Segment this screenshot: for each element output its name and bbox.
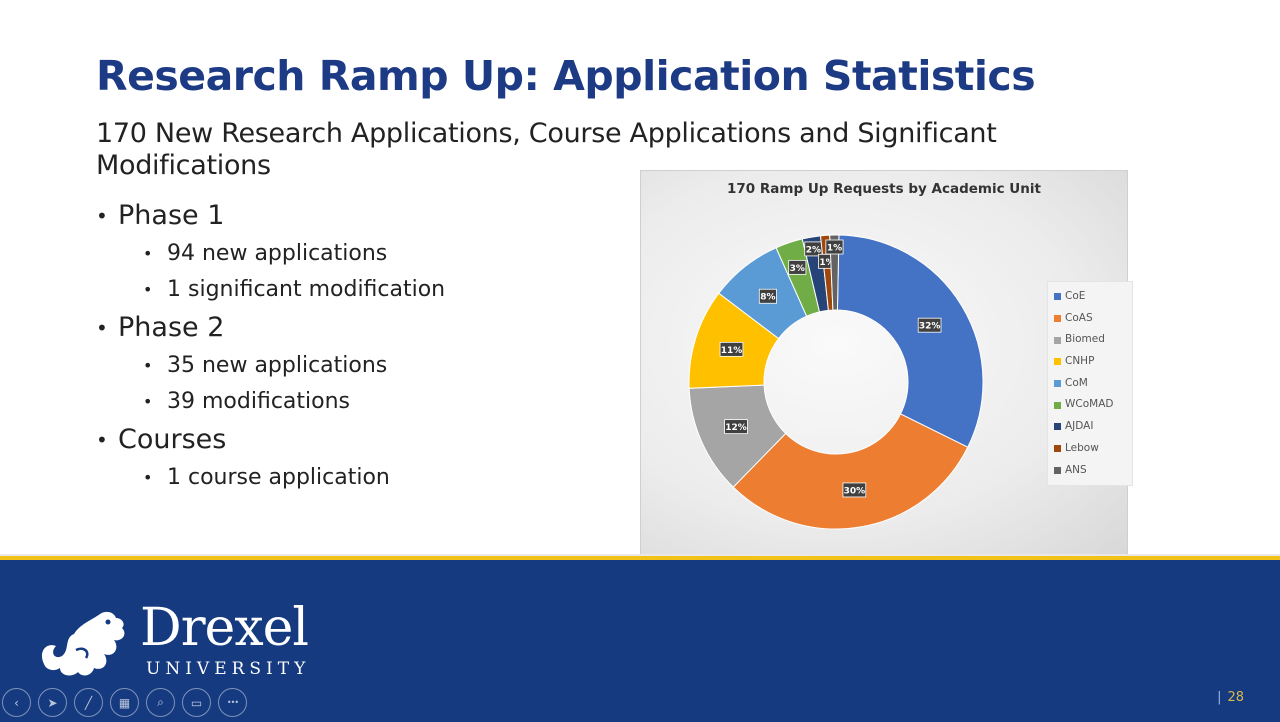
arrow-left-icon: ‹ xyxy=(14,695,19,710)
legend-item-ans: ANS xyxy=(1054,460,1128,482)
slice-coas xyxy=(732,413,969,530)
slide-subtitle: 170 New Research Applications, Course Ap… xyxy=(96,118,997,181)
slice-coe xyxy=(836,234,984,448)
data-label: 32% xyxy=(917,317,942,333)
page-number: | 28 xyxy=(1217,690,1244,705)
svg-text:1%: 1% xyxy=(827,244,842,254)
bullet-phase-2: Phase 2 xyxy=(96,308,445,348)
legend-item-lebow: Lebow xyxy=(1054,438,1128,460)
legend-label: ANS xyxy=(1065,463,1087,476)
legend-label: CoAS xyxy=(1065,311,1093,324)
data-label: 1% xyxy=(825,239,844,255)
ellipsis-icon: ••• xyxy=(226,698,239,707)
sub-bullet: 94 new applications xyxy=(96,236,445,272)
svg-text:30%: 30% xyxy=(844,486,866,496)
footer-bar: Drexel UNIVERSITY ‹ ➤ ╱ ▦ ⌕ ▭ ••• | 28 xyxy=(0,554,1280,722)
presenter-toolbar: ‹ ➤ ╱ ▦ ⌕ ▭ ••• xyxy=(2,688,247,717)
bullet-list: Phase 1 94 new applications 1 significan… xyxy=(96,196,445,496)
legend-item-ajdai: AJDAI xyxy=(1054,416,1128,438)
chart-title: 170 Ramp Up Requests by Academic Unit xyxy=(727,181,1041,197)
legend-swatch xyxy=(1054,380,1061,388)
svg-text:1%: 1% xyxy=(819,258,834,268)
page-separator: | xyxy=(1217,690,1222,705)
sub-bullet: 1 significant modification xyxy=(96,272,445,308)
magnifier-icon: ⌕ xyxy=(157,695,164,709)
legend-item-wcomad: WCoMAD xyxy=(1054,394,1128,416)
legend-item-coas: CoAS xyxy=(1054,308,1128,330)
data-label: 2% xyxy=(804,241,823,257)
legend-item-com: CoM xyxy=(1054,373,1128,395)
data-label: 30% xyxy=(842,482,867,498)
slides-grid-icon: ▦ xyxy=(118,695,131,710)
legend-label: Lebow xyxy=(1065,441,1099,454)
doughnut-plot: 32% 30% 12% 11% 8% 3%2% 1% 1% xyxy=(688,234,984,530)
drexel-logo: Drexel UNIVERSITY xyxy=(36,598,326,682)
data-label: 12% xyxy=(724,419,748,435)
pen-button[interactable]: ╱ xyxy=(74,688,103,717)
subtitles-button[interactable]: ▭ xyxy=(182,688,211,717)
doughnut-chart: 170 Ramp Up Requests by Academic Unit 32… xyxy=(640,170,1133,555)
legend-swatch xyxy=(1054,423,1061,431)
logo-wordmark: Drexel xyxy=(140,598,309,658)
svg-text:12%: 12% xyxy=(725,423,747,433)
legend-label: Biomed xyxy=(1065,333,1105,346)
legend-swatch xyxy=(1054,466,1061,474)
all-slides-button[interactable]: ▦ xyxy=(110,688,139,717)
svg-text:2%: 2% xyxy=(806,245,821,255)
page-number-value: 28 xyxy=(1227,690,1244,705)
dragon-icon xyxy=(41,611,125,676)
svg-text:8%: 8% xyxy=(760,293,775,303)
legend-item-biomed: Biomed xyxy=(1054,329,1128,351)
svg-text:3%: 3% xyxy=(790,264,805,274)
legend-label: CoM xyxy=(1065,376,1088,389)
legend-swatch xyxy=(1054,445,1061,453)
legend-item-cnhp: CNHP xyxy=(1054,351,1128,373)
legend-swatch xyxy=(1054,315,1061,323)
bullet-phase-1: Phase 1 xyxy=(96,196,445,236)
legend-swatch xyxy=(1054,358,1061,366)
pointer-button[interactable]: ➤ xyxy=(38,688,67,717)
subtitles-icon: ▭ xyxy=(190,695,203,710)
legend-item-coe: CoE xyxy=(1054,286,1128,308)
zoom-button[interactable]: ⌕ xyxy=(146,688,175,717)
more-options-button[interactable]: ••• xyxy=(218,688,247,717)
chart-legend: CoE CoAS Biomed CNHP CoM WCoMAD AJDAI Lebow ANS xyxy=(1047,281,1133,487)
svg-text:11%: 11% xyxy=(721,346,743,356)
svg-text:32%: 32% xyxy=(919,322,941,332)
previous-slide-button[interactable]: ‹ xyxy=(2,688,31,717)
legend-label: WCoMAD xyxy=(1065,398,1114,411)
legend-swatch xyxy=(1054,401,1061,409)
data-label: 3% xyxy=(788,259,807,275)
legend-swatch xyxy=(1054,293,1061,301)
sub-bullet: 35 new applications xyxy=(96,348,445,384)
legend-label: CNHP xyxy=(1065,355,1095,368)
legend-swatch xyxy=(1054,336,1061,344)
legend-label: CoE xyxy=(1065,290,1086,302)
data-label: 8% xyxy=(758,288,777,304)
logo-subtitle: UNIVERSITY xyxy=(146,659,311,679)
slide-title: Research Ramp Up: Application Statistics xyxy=(96,52,1036,100)
sub-bullet: 1 course application xyxy=(96,460,445,496)
cursor-icon: ➤ xyxy=(47,695,58,710)
sub-bullet: 39 modifications xyxy=(96,384,445,420)
bullet-courses: Courses xyxy=(96,420,445,460)
legend-label: AJDAI xyxy=(1065,420,1094,433)
data-label: 11% xyxy=(719,341,744,357)
pen-icon: ╱ xyxy=(84,695,93,710)
